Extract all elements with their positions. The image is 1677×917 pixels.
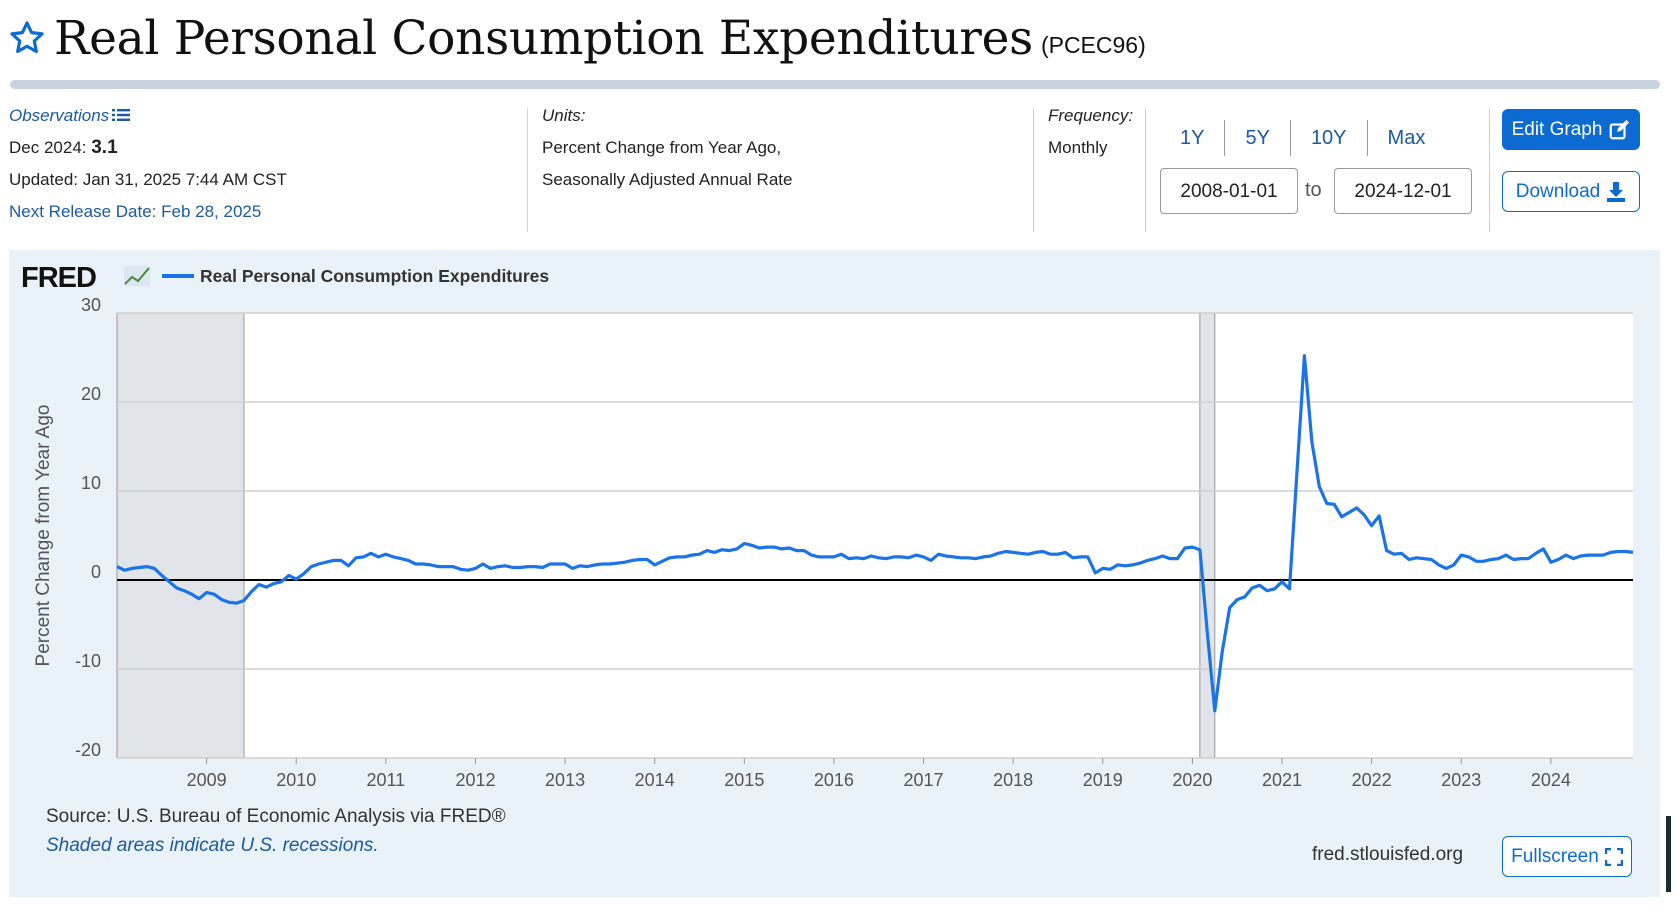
fullscreen-icon — [1604, 847, 1623, 866]
download-button[interactable]: Download — [1502, 171, 1640, 212]
range-5y-link[interactable]: 5Y — [1225, 120, 1291, 156]
units-label: Units: — [542, 106, 586, 125]
divider — [1489, 108, 1490, 232]
observation-value: 3.1 — [91, 137, 118, 158]
x-tick-label: 2010 — [276, 770, 316, 790]
fullscreen-button[interactable]: Fullscreen — [1502, 836, 1632, 877]
x-tick-label: 2013 — [545, 770, 585, 790]
x-tick-label: 2012 — [455, 770, 495, 790]
y-tick-label: 10 — [81, 473, 101, 493]
source-text: Source: U.S. Bureau of Economic Analysis… — [46, 806, 506, 827]
series-line — [116, 354, 1634, 713]
download-label: Download — [1515, 180, 1601, 202]
range-10y-link[interactable]: 10Y — [1291, 120, 1368, 156]
recession-note: Shaded areas indicate U.S. recessions. — [46, 835, 379, 856]
download-icon — [1607, 181, 1626, 202]
latest-observation: Dec 2024: 3.1 — [9, 132, 287, 164]
recession-band — [117, 313, 244, 758]
range-max-link[interactable]: Max — [1387, 127, 1426, 149]
x-tick-label: 2011 — [366, 770, 405, 790]
divider — [1145, 108, 1146, 232]
frequency-label: Frequency: — [1048, 106, 1134, 125]
y-tick-label: 30 — [81, 295, 101, 315]
list-icon[interactable] — [112, 108, 131, 122]
star-icon[interactable] — [8, 19, 46, 57]
units-line-2: Seasonally Adjusted Annual Rate — [542, 170, 793, 189]
observations-link[interactable]: Observations — [9, 106, 110, 125]
edit-graph-label: Edit Graph — [1511, 118, 1603, 140]
x-tick-label: 2018 — [993, 770, 1033, 790]
x-tick-label: 2016 — [814, 770, 854, 790]
x-tick-label: 2023 — [1441, 770, 1481, 790]
scrollbar-thumb[interactable] — [1666, 816, 1671, 892]
fred-url: fred.stlouisfed.org — [1312, 844, 1464, 865]
divider — [1033, 108, 1034, 232]
x-tick-label: 2021 — [1262, 770, 1302, 790]
x-tick-label: 2009 — [187, 770, 227, 790]
plot-area — [117, 313, 1633, 758]
frequency-panel: Frequency: Monthly — [1048, 100, 1133, 164]
x-tick-label: 2014 — [635, 770, 675, 790]
title-divider — [10, 80, 1660, 89]
edit-icon — [1610, 119, 1630, 139]
range-1y-link[interactable]: 1Y — [1160, 120, 1226, 156]
x-tick-label: 2022 — [1352, 770, 1392, 790]
fred-logo-icon — [124, 266, 150, 286]
edit-graph-button[interactable]: Edit Graph — [1502, 109, 1640, 150]
x-tick-label: 2015 — [724, 770, 764, 790]
x-tick-label: 2017 — [904, 770, 944, 790]
x-tick-label: 2019 — [1083, 770, 1123, 790]
fullscreen-label: Fullscreen — [1511, 845, 1599, 867]
start-date-input[interactable]: 2008-01-01 — [1160, 168, 1298, 214]
recession-band — [1199, 313, 1215, 758]
y-tick-label: 20 — [81, 384, 101, 404]
to-label: to — [1305, 179, 1322, 201]
divider — [527, 108, 528, 232]
updated-text: Updated: Jan 31, 2025 7:44 AM CST — [9, 170, 287, 189]
end-date-input[interactable]: 2024-12-01 — [1334, 168, 1472, 214]
observations-panel: Observations Dec 2024: 3.1 Updated: Jan … — [9, 100, 287, 228]
title-row: Real Personal Consumption Expenditures (… — [8, 6, 1657, 70]
x-tick-label: 2020 — [1172, 770, 1212, 790]
y-tick-label: -10 — [75, 651, 101, 671]
series-id: (PCEC96) — [1040, 31, 1146, 58]
range-selector: 1Y 5Y 10Y Max — [1160, 118, 1445, 158]
fred-logo-icon-line — [124, 267, 150, 285]
next-release-link[interactable]: Next Release Date: Feb 28, 2025 — [9, 202, 262, 221]
y-tick-label: -20 — [75, 740, 101, 760]
frequency-value: Monthly — [1048, 138, 1108, 157]
y-tick-label: 0 — [91, 562, 101, 582]
units-line-1: Percent Change from Year Ago, — [542, 138, 782, 157]
observation-date: Dec 2024: — [9, 138, 87, 157]
y-axis-label: Percent Change from Year Ago — [33, 405, 54, 667]
legend-label: Real Personal Consumption Expenditures — [200, 266, 549, 286]
x-tick-label: 2024 — [1531, 770, 1571, 790]
fred-logo: FRED — [21, 262, 96, 294]
units-panel: Units: Percent Change from Year Ago, Sea… — [542, 100, 792, 196]
page-title: Real Personal Consumption Expenditures — [54, 10, 1033, 66]
